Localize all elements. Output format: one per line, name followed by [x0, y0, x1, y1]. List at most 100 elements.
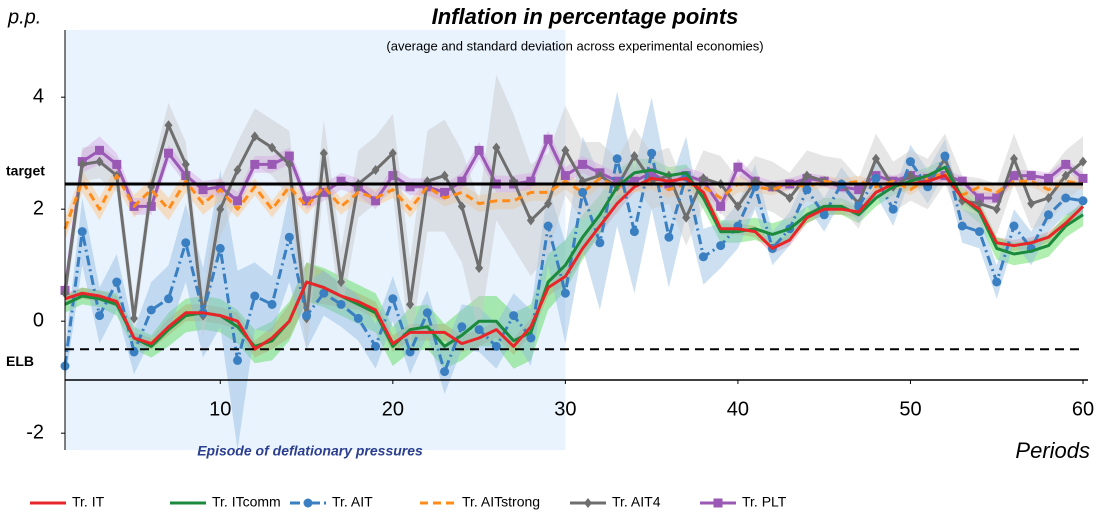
point	[1079, 156, 1087, 167]
point	[629, 176, 639, 186]
point	[181, 159, 190, 170]
point	[130, 313, 139, 324]
point	[164, 120, 173, 131]
point	[406, 299, 415, 310]
legend-label: Tr. AIT	[332, 494, 373, 510]
point	[267, 159, 277, 169]
series-line	[63, 151, 1084, 374]
point	[440, 367, 450, 377]
legend-label: Tr. IT	[72, 494, 105, 510]
point	[871, 153, 880, 164]
point	[716, 201, 726, 211]
legend-label: Tr. AIT4	[612, 494, 661, 510]
reference-label: target	[6, 163, 45, 179]
point	[388, 148, 397, 159]
region-annotation: Episode of deflationary pressures	[197, 443, 423, 459]
point	[164, 294, 174, 304]
point	[1078, 196, 1088, 206]
point	[215, 243, 225, 253]
point	[95, 145, 105, 155]
legend-label: Tr. PLT	[742, 494, 787, 510]
point	[785, 193, 794, 203]
point	[629, 227, 639, 237]
point	[819, 210, 829, 220]
point	[457, 201, 466, 212]
point	[906, 170, 915, 181]
overlay-layer: Episode of deflationary pressures420-210…	[6, 30, 1094, 459]
legend-item: Tr. IT	[30, 494, 105, 510]
point	[561, 145, 570, 156]
series	[63, 171, 1084, 230]
point	[198, 185, 208, 195]
point	[699, 173, 708, 184]
point	[215, 182, 225, 192]
point	[388, 171, 398, 181]
point	[95, 311, 105, 321]
point	[457, 322, 467, 332]
point	[509, 311, 519, 321]
point	[682, 212, 691, 223]
point	[1078, 173, 1088, 183]
legend-item: Tr. AIT4	[570, 494, 661, 510]
y-tick-label: 4	[33, 85, 44, 107]
point	[1061, 193, 1071, 203]
point	[457, 176, 467, 186]
point	[526, 215, 535, 226]
point	[560, 288, 570, 298]
legend-item: Tr. AITstrong	[420, 494, 540, 510]
point	[302, 196, 312, 206]
point	[974, 227, 984, 237]
point	[1043, 173, 1053, 183]
x-axis-label: Periods	[1015, 438, 1090, 463]
point	[95, 156, 104, 167]
point	[181, 238, 191, 248]
point	[336, 176, 346, 186]
x-tick-label: 10	[209, 398, 231, 420]
point	[284, 151, 294, 161]
legend-marker	[713, 498, 723, 508]
point	[1009, 153, 1018, 164]
point	[992, 193, 1002, 203]
point	[285, 159, 294, 170]
point	[733, 201, 742, 212]
point	[647, 168, 657, 178]
point	[388, 294, 398, 304]
chart-title: Inflation in percentage points	[432, 4, 739, 29]
point	[1009, 171, 1019, 181]
point	[146, 305, 156, 315]
point	[560, 171, 570, 181]
point	[405, 182, 415, 192]
point	[992, 204, 1001, 215]
point	[1026, 171, 1036, 181]
x-tick-label: 40	[727, 398, 749, 420]
point	[578, 159, 588, 169]
point	[888, 204, 898, 214]
point	[664, 232, 674, 242]
point	[612, 154, 622, 164]
line-layer	[60, 120, 1088, 377]
point	[1061, 159, 1071, 169]
point	[526, 176, 536, 186]
point	[1043, 210, 1053, 220]
point	[802, 185, 812, 195]
point	[233, 196, 243, 206]
point	[526, 333, 536, 343]
legend-label: Tr. AITstrong	[462, 494, 540, 510]
point	[164, 148, 174, 158]
x-tick-label: 60	[1072, 398, 1094, 420]
point	[578, 187, 588, 197]
point	[474, 325, 484, 335]
point	[492, 142, 501, 153]
legend-marker	[303, 498, 313, 508]
reference-label: ELB	[6, 353, 34, 369]
point	[543, 221, 553, 231]
x-tick-label: 30	[554, 398, 576, 420]
point	[1061, 170, 1070, 181]
point	[957, 221, 967, 231]
point	[871, 173, 881, 183]
point	[491, 341, 501, 351]
point	[77, 227, 87, 237]
point	[233, 355, 243, 365]
point	[975, 198, 984, 209]
point	[371, 165, 380, 175]
